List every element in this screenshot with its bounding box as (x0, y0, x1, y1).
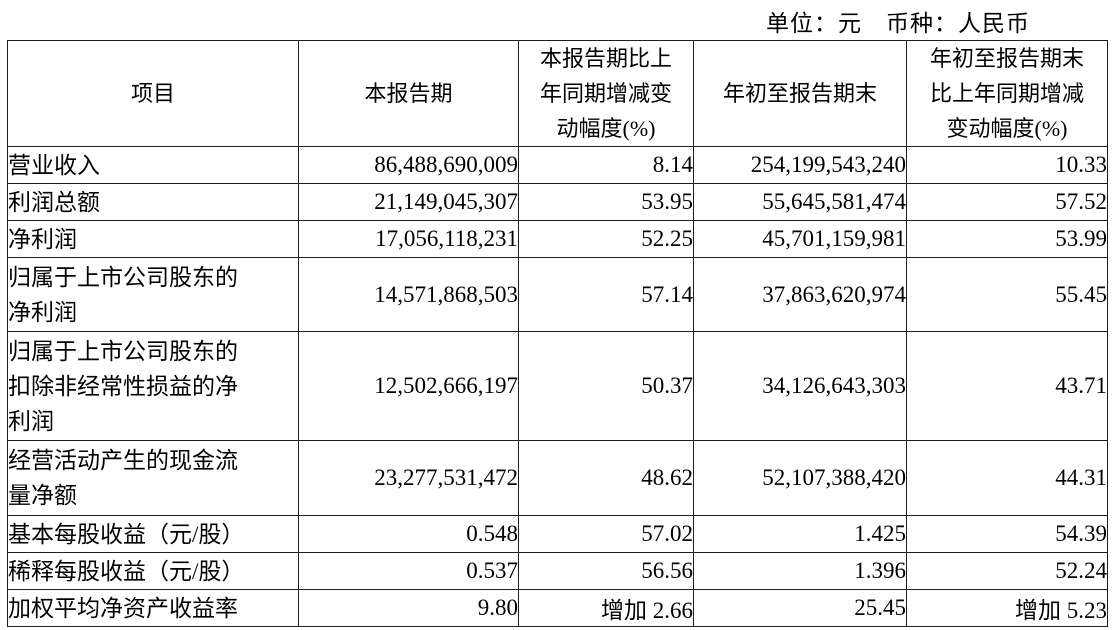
cell-ytd-change: 57.52 (906, 183, 1108, 221)
cell-current: 0.548 (298, 515, 519, 553)
cell-ytd: 1.425 (693, 515, 907, 553)
cell-current-change: 50.37 (518, 331, 694, 441)
cell-current-change: 52.25 (518, 220, 694, 258)
cell-ytd: 55,645,581,474 (693, 183, 907, 221)
financial-summary-table: 项目 本报告期 本报告期比上 年同期增减变 动幅度(%) 年初至报告期末 年初至… (7, 40, 1108, 627)
cell-ytd-change: 55.45 (906, 257, 1108, 332)
cell-ytd: 45,701,159,981 (693, 220, 907, 258)
cell-current: 0.537 (298, 552, 519, 590)
col-header-current-change: 本报告期比上 年同期增减变 动幅度(%) (518, 40, 694, 147)
cell-item: 归属于上市公司股东的 扣除非经常性损益的净 利润 (7, 331, 299, 441)
cell-item: 基本每股收益（元/股） (7, 515, 299, 553)
cell-ytd: 1.396 (693, 552, 907, 590)
cell-current: 17,056,118,231 (298, 220, 519, 258)
cell-ytd: 52,107,388,420 (693, 440, 907, 516)
cell-item: 利润总额 (7, 183, 299, 221)
cell-current: 23,277,531,472 (298, 440, 519, 516)
col-header-ytd: 年初至报告期末 (693, 40, 907, 147)
cell-ytd: 25.45 (693, 589, 907, 627)
cell-item: 加权平均净资产收益率 (7, 589, 299, 627)
cell-ytd-change: 52.24 (906, 552, 1108, 590)
cell-current-change: 48.62 (518, 440, 694, 516)
col-header-item: 项目 (7, 40, 299, 147)
table-row: 归属于上市公司股东的 净利润 14,571,868,503 57.14 37,8… (7, 257, 1108, 332)
table-row: 经营活动产生的现金流 量净额 23,277,531,472 48.62 52,1… (7, 440, 1108, 516)
cell-current: 14,571,868,503 (298, 257, 519, 332)
cell-ytd: 34,126,643,303 (693, 331, 907, 441)
cell-current: 86,488,690,009 (298, 146, 519, 184)
cell-current-change: 增加 2.66 (518, 589, 694, 627)
cell-ytd: 37,863,620,974 (693, 257, 907, 332)
cell-item: 稀释每股收益（元/股） (7, 552, 299, 590)
cell-ytd-change: 10.33 (906, 146, 1108, 184)
cell-item: 净利润 (7, 220, 299, 258)
table-row: 加权平均净资产收益率 9.80 增加 2.66 25.45 增加 5.23 (7, 589, 1108, 627)
table-header-row: 项目 本报告期 本报告期比上 年同期增减变 动幅度(%) 年初至报告期末 年初至… (7, 40, 1108, 147)
cell-current-change: 53.95 (518, 183, 694, 221)
cell-current-change: 57.14 (518, 257, 694, 332)
cell-ytd-change: 44.31 (906, 440, 1108, 516)
cell-ytd: 254,199,543,240 (693, 146, 907, 184)
table-row: 归属于上市公司股东的 扣除非经常性损益的净 利润 12,502,666,197 … (7, 331, 1108, 441)
col-header-current-period: 本报告期 (298, 40, 519, 147)
cell-current-change: 57.02 (518, 515, 694, 553)
cell-item: 经营活动产生的现金流 量净额 (7, 440, 299, 516)
table-row: 基本每股收益（元/股） 0.548 57.02 1.425 54.39 (7, 515, 1108, 553)
table-row: 净利润 17,056,118,231 52.25 45,701,159,981 … (7, 220, 1108, 258)
table-row: 利润总额 21,149,045,307 53.95 55,645,581,474… (7, 183, 1108, 221)
cell-ytd-change: 53.99 (906, 220, 1108, 258)
cell-item: 归属于上市公司股东的 净利润 (7, 257, 299, 332)
cell-current: 21,149,045,307 (298, 183, 519, 221)
col-header-ytd-change: 年初至报告期末 比上年同期增减 变动幅度(%) (906, 40, 1108, 147)
cell-ytd-change: 54.39 (906, 515, 1108, 553)
cell-current-change: 8.14 (518, 146, 694, 184)
unit-currency-label: 单位：元 币种：人民币 (766, 11, 1030, 36)
cell-current-change: 56.56 (518, 552, 694, 590)
cell-item: 营业收入 (7, 146, 299, 184)
cell-ytd-change: 43.71 (906, 331, 1108, 441)
table-row: 营业收入 86,488,690,009 8.14 254,199,543,240… (7, 146, 1108, 184)
cell-current: 12,502,666,197 (298, 331, 519, 441)
table-row: 稀释每股收益（元/股） 0.537 56.56 1.396 52.24 (7, 552, 1108, 590)
cell-ytd-change: 增加 5.23 (906, 589, 1108, 627)
cell-current: 9.80 (298, 589, 519, 627)
